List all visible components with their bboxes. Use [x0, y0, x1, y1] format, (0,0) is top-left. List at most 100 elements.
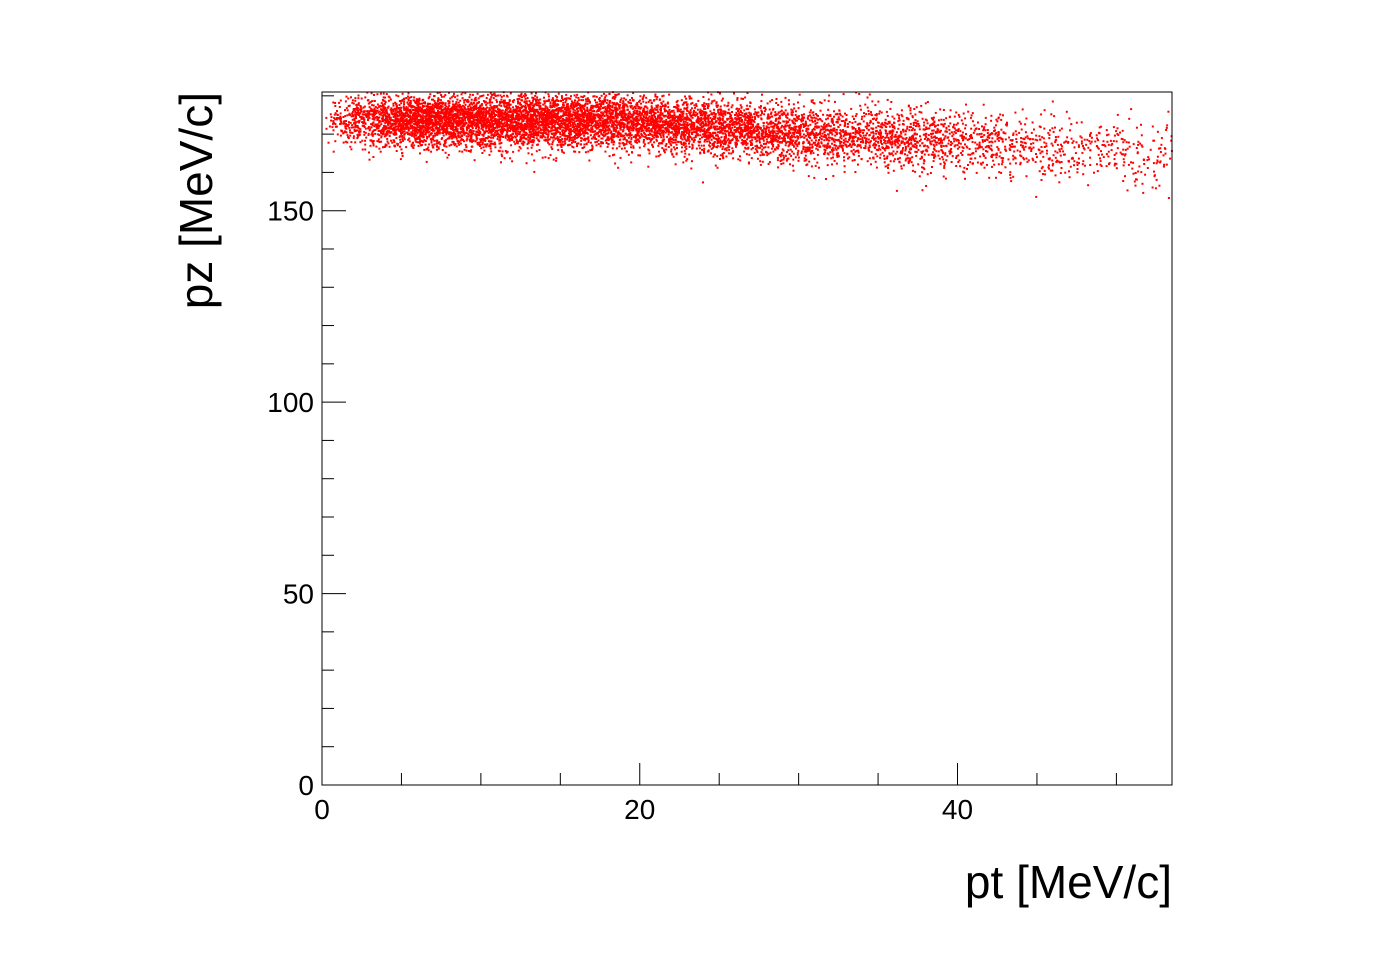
scatter-point: [489, 104, 492, 107]
scatter-point: [630, 134, 633, 137]
scatter-point: [499, 111, 502, 114]
scatter-point: [684, 134, 687, 137]
scatter-point: [816, 114, 818, 117]
scatter-point: [480, 138, 483, 141]
scatter-point: [913, 145, 916, 148]
scatter-point: [525, 128, 528, 131]
scatter-point: [704, 115, 706, 117]
scatter-point: [545, 128, 548, 131]
scatter-point: [893, 140, 896, 143]
scatter-point: [586, 121, 589, 124]
scatter-point: [709, 117, 712, 120]
scatter-point: [537, 99, 540, 102]
scatter-point: [759, 126, 762, 129]
scatter-point: [774, 139, 777, 142]
scatter-point: [1087, 146, 1090, 149]
scatter-point: [555, 159, 558, 162]
scatter-point: [808, 146, 811, 149]
scatter-point: [455, 122, 458, 125]
scatter-point: [719, 92, 721, 95]
scatter-point: [601, 133, 604, 136]
scatter-point: [666, 128, 669, 131]
scatter-point: [557, 131, 560, 133]
scatter-point: [443, 142, 446, 145]
scatter-point: [573, 121, 575, 124]
scatter-point: [893, 142, 896, 145]
scatter-point: [822, 128, 825, 131]
scatter-point: [941, 139, 943, 142]
scatter-point: [430, 126, 433, 129]
scatter-point: [893, 117, 896, 120]
scatter-point: [491, 114, 494, 116]
scatter-point: [567, 111, 570, 114]
scatter-point: [565, 99, 568, 102]
scatter-point: [1047, 132, 1050, 135]
scatter-point: [776, 147, 779, 150]
scatter-point: [1095, 145, 1098, 147]
scatter-point: [1008, 147, 1011, 150]
scatter-point: [709, 132, 712, 134]
scatter-point: [371, 117, 374, 120]
scatter-point: [382, 120, 384, 123]
scatter-point: [611, 104, 614, 107]
scatter-point: [818, 139, 820, 141]
scatter-point: [796, 119, 798, 122]
scatter-point: [1020, 144, 1022, 147]
scatter-point: [731, 147, 734, 150]
scatter-point: [802, 133, 805, 136]
scatter-point: [735, 118, 738, 121]
scatter-point: [735, 139, 738, 141]
scatter-point: [457, 132, 460, 135]
scatter-point: [393, 107, 396, 110]
scatter-point: [955, 129, 958, 132]
scatter-point: [476, 121, 479, 124]
scatter-point: [404, 113, 407, 116]
scatter-point: [645, 96, 648, 99]
scatter-point: [422, 129, 425, 132]
scatter-point: [814, 141, 817, 144]
scatter-point: [395, 137, 398, 139]
scatter-point: [761, 110, 763, 113]
scatter-point: [486, 93, 489, 96]
scatter-point: [442, 134, 445, 137]
scatter-point: [600, 137, 603, 140]
scatter-point: [360, 108, 363, 111]
scatter-point: [883, 124, 886, 127]
scatter-point: [569, 143, 572, 146]
scatter-point: [428, 95, 431, 98]
scatter-point: [608, 112, 611, 115]
scatter-point: [464, 143, 467, 146]
scatter-point: [552, 129, 554, 132]
scatter-point: [594, 133, 597, 136]
scatter-point: [833, 115, 835, 118]
scatter-point: [495, 105, 498, 108]
scatter-point: [820, 142, 823, 145]
scatter-point: [1140, 144, 1143, 147]
scatter-point: [659, 116, 662, 119]
scatter-point: [515, 129, 518, 132]
scatter-point: [815, 136, 818, 139]
scatter-point: [785, 122, 788, 125]
scatter-point: [731, 151, 734, 154]
scatter-point: [673, 106, 676, 108]
scatter-point: [1021, 108, 1024, 111]
scatter-point: [927, 137, 929, 140]
scatter-point: [694, 134, 697, 137]
scatter-point: [925, 136, 928, 139]
scatter-point: [383, 124, 386, 127]
scatter-point: [436, 99, 439, 102]
scatter-point: [639, 115, 642, 117]
scatter-point: [451, 105, 454, 108]
scatter-point: [523, 129, 525, 132]
scatter-point: [719, 117, 722, 120]
scatter-point: [733, 92, 735, 95]
scatter-point: [617, 123, 620, 126]
scatter-point: [772, 136, 775, 139]
scatter-point: [773, 125, 776, 128]
scatter-point: [744, 123, 746, 126]
scatter-point: [1077, 144, 1080, 147]
scatter-point: [948, 139, 950, 142]
scatter-point: [1032, 146, 1035, 149]
scatter-point: [645, 134, 648, 137]
scatter-point: [568, 129, 571, 132]
